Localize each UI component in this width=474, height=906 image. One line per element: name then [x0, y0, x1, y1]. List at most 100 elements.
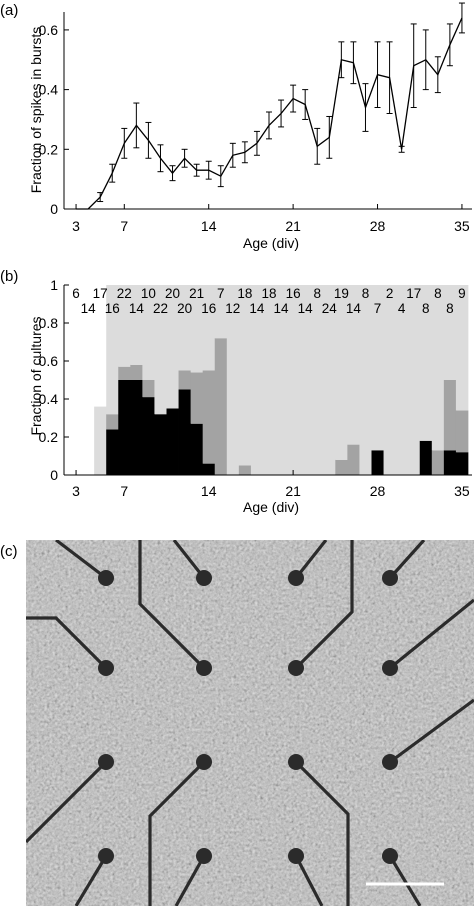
panel-a-y-tick-label: 0.6 [39, 22, 59, 38]
panel-b-bar-light [431, 285, 445, 451]
electrode-trace [74, 855, 108, 906]
panel-b-count-label-bottom: 7 [374, 301, 382, 316]
panel-a-line-chart: (a) Fraction of spikes in bursts Age (di… [0, 2, 472, 251]
panel-b-count-label-top: 17 [406, 286, 421, 301]
panel-b-bar-dark [178, 389, 192, 475]
electrode-dot [98, 848, 114, 864]
panel-b-count-label-bottom: 14 [298, 301, 314, 316]
electrode-trace [26, 760, 108, 844]
electrode-dot [196, 848, 212, 864]
panel-b-bar-mid [118, 366, 131, 380]
panel-b-bar-light [250, 285, 264, 475]
panel-a-y-axis-title-group: Fraction of spikes in bursts [28, 27, 44, 194]
panel-b-bar-light [455, 285, 469, 411]
panel-b-count-label-top: 8 [313, 286, 321, 301]
panel-b-bar-mid [190, 372, 204, 424]
panel-b-bar-mid [347, 444, 360, 475]
electrode-dot [98, 570, 114, 586]
panel-a-x-tick-label: 14 [201, 218, 217, 234]
panel-b-bar-mid [106, 414, 119, 430]
panel-b-bar-light [383, 285, 397, 475]
panel-a-axes: 0 0.2 0.4 0.6 3 7 14 21 28 35 [39, 12, 472, 234]
electrode-trace [174, 855, 206, 906]
panel-b-bar-light [94, 406, 107, 475]
panel-b-bar-mid [202, 370, 216, 464]
panel-b-bar-chart: (b) Fraction of cultures Age (div) 0 0.2 0… [0, 268, 472, 515]
panel-b-count-label-bottom: 8 [446, 301, 454, 316]
panel-b-bar-light [407, 285, 421, 475]
electrode-dot [288, 570, 304, 586]
panel-b-bar-dark [166, 408, 179, 475]
panel-b-bar-light [166, 285, 179, 409]
panel-b-count-label-bottom: 8 [422, 301, 430, 316]
electrode-trace [389, 698, 474, 764]
panel-a-x-tick-label: 28 [370, 218, 386, 234]
panel-b-bar-light [178, 285, 192, 371]
panel-b-label: (b) [0, 268, 18, 285]
panel-b-count-label-bottom: 14 [81, 301, 97, 316]
electrode-traces [26, 540, 474, 906]
panel-b-bar-mid [443, 380, 457, 451]
panel-b-bar-light [118, 285, 131, 367]
panel-b-count-label-bottom: 22 [153, 301, 168, 316]
panel-b-bar-mid [214, 338, 228, 475]
micrograph-cell-texture [26, 540, 474, 906]
panel-b-count-label-top: 16 [286, 286, 301, 301]
panel-b-bar-light [262, 285, 276, 475]
electrode-dot [196, 570, 212, 586]
electrode-dot [98, 660, 114, 676]
panel-b-bar-mid [130, 364, 143, 380]
panel-b-bar-light [335, 285, 348, 460]
panel-b-count-labels: 6 17 22 10 20 21 7 18 18 16 8 19 8 2 17 8 914 16 14 22 20 16 1… [72, 286, 465, 316]
panel-a-y-tick-label: 0.4 [39, 82, 59, 98]
electrode-dot [288, 754, 304, 770]
panel-b-y-tick-label: 0 [50, 467, 58, 483]
panel-b-count-label-bottom: 12 [225, 301, 240, 316]
panel-b-count-label-bottom: 16 [105, 301, 120, 316]
panel-b-axes: 00.20.40.60.813 7 14 21 28 35 [39, 277, 472, 499]
panel-b-count-label-top: 20 [165, 286, 180, 301]
panel-b-bar-light [106, 285, 119, 415]
panel-a-y-tick-label: 0.2 [39, 141, 59, 157]
panel-b-count-label-top: 7 [217, 286, 225, 301]
panel-a-x-tick-label: 21 [285, 218, 301, 234]
panel-b-bar-light [299, 285, 312, 475]
panel-a-x-axis-title: Age (div) [243, 235, 299, 251]
panel-b-bar-light [142, 285, 155, 380]
electrode-dot [382, 660, 398, 676]
panel-b-bar-dark [142, 397, 155, 475]
panel-c-label: (c) [0, 543, 18, 560]
electrode-trace [138, 540, 206, 670]
panel-b-bar-light [226, 285, 240, 475]
panel-a-x-tick-label: 3 [72, 218, 80, 234]
panel-b-bar-light [190, 285, 204, 373]
panel-b-count-label-bottom: 20 [177, 301, 192, 316]
panel-b-x-tick-label: 7 [120, 483, 128, 499]
panel-b-bar-light [202, 285, 216, 371]
panel-b-bar-light [347, 285, 360, 445]
panel-b-count-label-top: 17 [93, 286, 108, 301]
panel-b-y-tick-label: 0.8 [39, 315, 59, 331]
electrode-trace [26, 616, 108, 670]
electrode-dot [288, 660, 304, 676]
electrode-trace [294, 540, 354, 670]
panel-b-bar-light [395, 285, 409, 475]
panel-b-count-label-top: 10 [141, 286, 156, 301]
electrode-dot [98, 754, 114, 770]
panel-b-x-tick-label: 21 [285, 483, 301, 499]
panel-b-bar-mid [238, 465, 252, 475]
electrode-trace [388, 855, 422, 906]
electrode-trace [294, 760, 350, 906]
panel-b-bar-dark [202, 463, 216, 475]
panel-b-count-label-top: 2 [386, 286, 394, 301]
electrode-dot [196, 754, 212, 770]
electrode-dot [196, 660, 212, 676]
panel-b-bar-light [238, 285, 252, 466]
panel-b-x-tick-label: 28 [370, 483, 386, 499]
panel-b-bar-light [419, 285, 433, 441]
panel-b-bar-light [371, 285, 384, 451]
panel-b-bar-dark [106, 429, 119, 475]
electrode-dot [382, 570, 398, 586]
panel-b-bar-light [323, 285, 336, 475]
electrode-trace [388, 540, 426, 580]
